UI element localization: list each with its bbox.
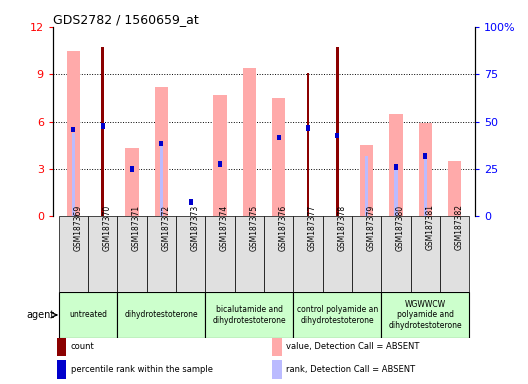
Bar — [205, 216, 234, 292]
Text: GSM187379: GSM187379 — [366, 204, 375, 251]
Text: GSM187381: GSM187381 — [426, 205, 435, 250]
Bar — [67, 51, 80, 216]
Bar — [394, 164, 398, 216]
Text: rank, Detection Call = ABSENT: rank, Detection Call = ABSENT — [286, 365, 415, 374]
Bar — [335, 133, 340, 139]
Text: GSM187372: GSM187372 — [162, 204, 171, 250]
Bar — [336, 47, 338, 216]
Text: GSM187380: GSM187380 — [396, 204, 405, 250]
Bar — [323, 216, 352, 292]
Bar — [147, 216, 176, 292]
Text: count: count — [71, 342, 95, 351]
Bar — [188, 199, 193, 205]
Text: bicalutamide and
dihydrotestoterone: bicalutamide and dihydrotestoterone — [213, 305, 286, 324]
Bar — [272, 337, 282, 356]
Text: WGWWCW
polyamide and
dihydrotestoterone: WGWWCW polyamide and dihydrotestoterone — [389, 300, 462, 330]
Bar — [234, 216, 264, 292]
Bar — [306, 125, 310, 131]
Bar — [57, 337, 67, 356]
Bar — [381, 292, 469, 338]
Bar — [423, 153, 427, 216]
Bar — [130, 166, 134, 172]
Text: GSM187369: GSM187369 — [73, 204, 82, 251]
Text: GDS2782 / 1560659_at: GDS2782 / 1560659_at — [53, 13, 199, 26]
Bar — [59, 292, 117, 338]
Bar — [117, 216, 147, 292]
Bar — [440, 216, 469, 292]
Bar — [264, 216, 294, 292]
Text: GSM187374: GSM187374 — [220, 204, 229, 251]
Bar — [117, 292, 205, 338]
Bar — [71, 127, 76, 132]
Bar — [126, 148, 139, 216]
Text: value, Detection Call = ABSENT: value, Detection Call = ABSENT — [286, 342, 419, 351]
Bar — [307, 73, 309, 216]
Bar — [176, 216, 205, 292]
Bar — [352, 216, 381, 292]
Bar — [272, 98, 285, 216]
Text: agent: agent — [26, 310, 54, 320]
Bar — [394, 164, 398, 170]
Bar — [218, 161, 222, 167]
Bar — [159, 145, 163, 216]
Bar — [213, 95, 227, 216]
Bar — [277, 134, 281, 140]
Bar — [448, 161, 461, 216]
Bar — [423, 154, 428, 159]
Bar — [88, 216, 117, 292]
Bar — [155, 87, 168, 216]
Text: GSM187375: GSM187375 — [249, 204, 258, 251]
Bar — [243, 68, 256, 216]
Bar — [389, 114, 402, 216]
Text: GSM187373: GSM187373 — [191, 204, 200, 251]
Bar — [59, 216, 88, 292]
Text: GSM187370: GSM187370 — [102, 204, 111, 251]
Text: dihydrotestoterone: dihydrotestoterone — [125, 311, 198, 319]
Bar — [419, 123, 432, 216]
Text: control polyamide an
dihydrotestoterone: control polyamide an dihydrotestoterone — [297, 305, 378, 324]
Bar — [159, 141, 164, 146]
Bar — [411, 216, 440, 292]
Text: GSM187378: GSM187378 — [337, 204, 346, 250]
Text: GSM187371: GSM187371 — [132, 204, 141, 250]
Bar — [57, 361, 67, 379]
Bar — [365, 156, 369, 216]
Bar — [360, 145, 373, 216]
Text: GSM187382: GSM187382 — [455, 205, 464, 250]
Bar — [100, 124, 105, 129]
Bar — [294, 216, 323, 292]
Bar — [72, 132, 75, 216]
Text: percentile rank within the sample: percentile rank within the sample — [71, 365, 213, 374]
Bar — [205, 292, 294, 338]
Bar — [272, 361, 282, 379]
Text: GSM187376: GSM187376 — [279, 204, 288, 251]
Bar — [101, 47, 104, 216]
Text: GSM187377: GSM187377 — [308, 204, 317, 251]
Bar — [381, 216, 411, 292]
Bar — [294, 292, 381, 338]
Text: untreated: untreated — [69, 311, 107, 319]
